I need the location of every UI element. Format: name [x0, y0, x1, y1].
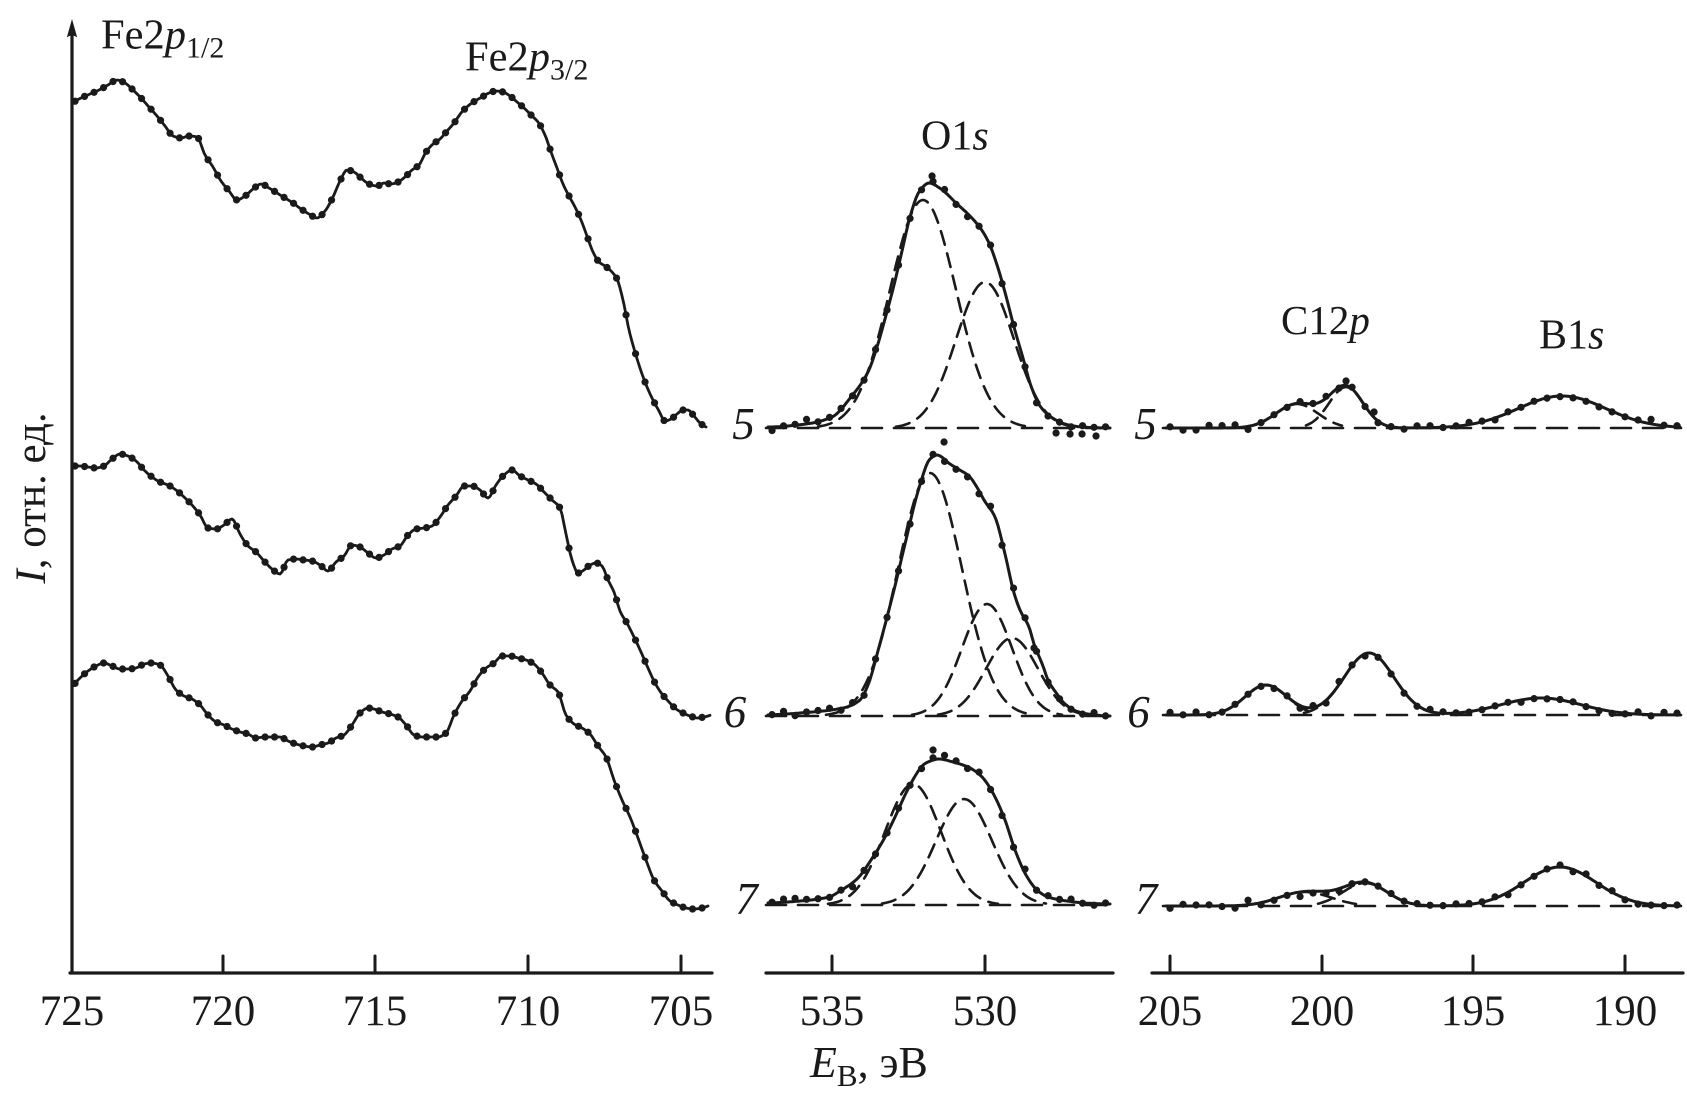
svg-text:C12p: C12p [1281, 297, 1370, 343]
svg-text:7: 7 [735, 874, 760, 924]
svg-text:535: 535 [800, 988, 865, 1035]
svg-text:7: 7 [1135, 874, 1160, 924]
svg-text:6: 6 [1127, 687, 1150, 737]
svg-text:5: 5 [732, 399, 755, 449]
svg-text:200: 200 [1290, 988, 1355, 1035]
svg-text:720: 720 [191, 988, 256, 1035]
svg-text:EB, эВ: EB, эВ [809, 1038, 928, 1093]
svg-text:6: 6 [724, 687, 747, 737]
svg-text:O1s: O1s [921, 114, 989, 160]
svg-text:I, отн. ед.: I, отн. ед. [8, 412, 55, 584]
svg-text:205: 205 [1138, 988, 1203, 1035]
svg-text:190: 190 [1593, 988, 1658, 1035]
svg-text:B1s: B1s [1539, 313, 1604, 359]
svg-text:710: 710 [496, 988, 561, 1035]
svg-text:Fe2p3/2: Fe2p3/2 [465, 34, 588, 87]
svg-text:5: 5 [1134, 399, 1157, 449]
svg-text:725: 725 [40, 988, 105, 1035]
svg-text:195: 195 [1441, 988, 1506, 1035]
svg-text:705: 705 [649, 988, 714, 1035]
svg-text:715: 715 [343, 988, 408, 1035]
svg-text:530: 530 [953, 988, 1018, 1035]
